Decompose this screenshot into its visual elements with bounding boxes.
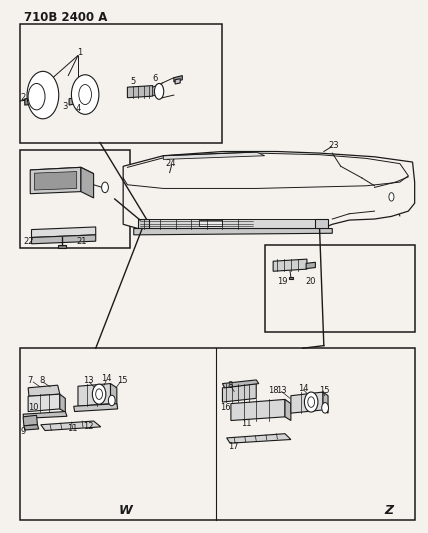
Polygon shape bbox=[138, 219, 315, 229]
Ellipse shape bbox=[96, 389, 102, 399]
Polygon shape bbox=[58, 245, 66, 248]
Text: 7: 7 bbox=[27, 376, 33, 385]
Text: 14: 14 bbox=[101, 374, 111, 383]
Polygon shape bbox=[174, 76, 182, 82]
Text: 10: 10 bbox=[28, 403, 39, 412]
Text: 14: 14 bbox=[298, 384, 309, 393]
Ellipse shape bbox=[389, 192, 394, 201]
Polygon shape bbox=[163, 152, 265, 159]
Polygon shape bbox=[227, 434, 291, 443]
Text: 19: 19 bbox=[277, 277, 288, 286]
Text: 22: 22 bbox=[23, 237, 33, 246]
Polygon shape bbox=[231, 399, 285, 421]
Ellipse shape bbox=[71, 75, 99, 115]
Polygon shape bbox=[289, 277, 293, 279]
Polygon shape bbox=[30, 167, 94, 176]
Polygon shape bbox=[123, 151, 415, 232]
Polygon shape bbox=[25, 98, 35, 105]
Bar bbox=[199, 220, 223, 227]
Polygon shape bbox=[306, 262, 315, 269]
Ellipse shape bbox=[108, 395, 115, 406]
Ellipse shape bbox=[92, 384, 106, 404]
Text: 1: 1 bbox=[77, 48, 82, 57]
Polygon shape bbox=[23, 411, 67, 418]
Polygon shape bbox=[273, 259, 307, 271]
Polygon shape bbox=[30, 167, 81, 193]
Polygon shape bbox=[291, 392, 323, 413]
Polygon shape bbox=[128, 86, 153, 98]
Polygon shape bbox=[138, 219, 149, 229]
Text: 13: 13 bbox=[276, 386, 287, 395]
Text: 9: 9 bbox=[21, 426, 26, 435]
Text: 5: 5 bbox=[131, 77, 136, 86]
Text: 4: 4 bbox=[75, 104, 81, 113]
Polygon shape bbox=[35, 103, 50, 110]
Polygon shape bbox=[81, 167, 94, 198]
Polygon shape bbox=[78, 384, 110, 406]
Text: 17: 17 bbox=[229, 442, 239, 451]
Polygon shape bbox=[41, 421, 101, 431]
Bar bbox=[20, 24, 223, 142]
Text: 13: 13 bbox=[83, 376, 94, 385]
Text: 15: 15 bbox=[117, 376, 128, 385]
Text: 12: 12 bbox=[83, 422, 94, 431]
Text: 16: 16 bbox=[220, 403, 231, 413]
Ellipse shape bbox=[101, 182, 108, 192]
Polygon shape bbox=[28, 385, 60, 396]
Text: 21: 21 bbox=[77, 237, 87, 246]
Ellipse shape bbox=[79, 85, 92, 104]
Ellipse shape bbox=[304, 392, 318, 412]
Text: 20: 20 bbox=[305, 277, 316, 286]
Polygon shape bbox=[223, 384, 256, 402]
Polygon shape bbox=[60, 394, 65, 412]
Text: Z: Z bbox=[385, 504, 394, 516]
Text: 11: 11 bbox=[241, 419, 251, 428]
Text: 6: 6 bbox=[153, 74, 158, 83]
Polygon shape bbox=[69, 98, 74, 105]
Ellipse shape bbox=[308, 397, 315, 407]
Polygon shape bbox=[74, 403, 118, 411]
Ellipse shape bbox=[322, 402, 328, 413]
Text: 8: 8 bbox=[39, 376, 45, 385]
Text: 2: 2 bbox=[21, 93, 26, 102]
Polygon shape bbox=[110, 384, 117, 407]
Polygon shape bbox=[32, 227, 96, 238]
Polygon shape bbox=[175, 79, 180, 84]
Polygon shape bbox=[315, 219, 328, 229]
Ellipse shape bbox=[155, 84, 164, 99]
Polygon shape bbox=[134, 229, 332, 235]
Polygon shape bbox=[28, 394, 60, 411]
Text: 24: 24 bbox=[165, 159, 176, 168]
Ellipse shape bbox=[28, 84, 45, 110]
Text: 11: 11 bbox=[67, 424, 77, 433]
Text: 18: 18 bbox=[268, 386, 279, 395]
Polygon shape bbox=[24, 425, 39, 430]
Text: 8: 8 bbox=[228, 381, 233, 390]
Polygon shape bbox=[223, 380, 259, 388]
Text: 15: 15 bbox=[319, 386, 329, 395]
Text: W: W bbox=[119, 504, 132, 516]
Bar bbox=[265, 245, 415, 333]
Polygon shape bbox=[35, 172, 77, 190]
Text: 3: 3 bbox=[63, 102, 68, 111]
Polygon shape bbox=[32, 235, 96, 244]
Bar bbox=[20, 150, 130, 248]
Text: 710B 2400 A: 710B 2400 A bbox=[24, 11, 107, 24]
Polygon shape bbox=[23, 415, 37, 426]
Text: 23: 23 bbox=[328, 141, 339, 150]
Polygon shape bbox=[285, 399, 291, 421]
Ellipse shape bbox=[27, 71, 59, 119]
Polygon shape bbox=[323, 392, 328, 413]
Bar bbox=[20, 348, 415, 520]
